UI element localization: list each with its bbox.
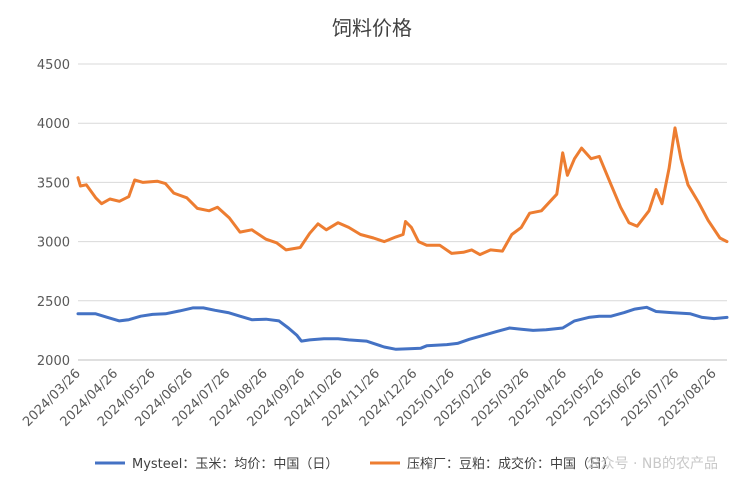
- y-tick-label: 3000: [37, 236, 70, 251]
- chart-title: 饲料价格: [332, 16, 412, 40]
- y-tick-label: 4000: [37, 117, 70, 132]
- x-axis: 2024/03/262024/04/262024/05/262024/06/26…: [20, 366, 719, 430]
- y-tick-label: 2500: [37, 295, 70, 310]
- legend-label-soymeal: 压榨厂：豆粕：成交价：中国（日）: [407, 456, 615, 472]
- legend-label-corn: Mysteel：玉米：均价：中国（日）: [132, 457, 338, 472]
- series-line-corn: [76, 305, 729, 351]
- y-axis: 2000 2500 3000 3500 4000 4500: [37, 58, 70, 369]
- gridlines: [78, 63, 727, 361]
- y-tick-label: 3500: [37, 176, 70, 191]
- watermark-text: 公众号 · NB的农产品: [587, 456, 718, 472]
- y-tick-label: 4500: [37, 58, 70, 73]
- series-line-soymeal: [76, 126, 729, 257]
- y-tick-label: 2000: [37, 354, 70, 369]
- series-lines: [76, 126, 729, 351]
- legend: Mysteel：玉米：均价：中国（日） 压榨厂：豆粕：成交价：中国（日）: [95, 456, 615, 472]
